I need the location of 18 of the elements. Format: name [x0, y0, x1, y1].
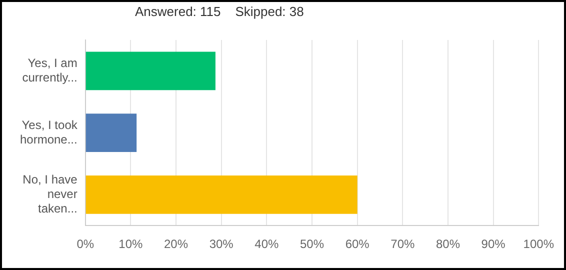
- y-tick-label: Yes, I took hormone...: [20, 118, 78, 146]
- x-tick-label: 50%: [300, 237, 324, 252]
- y-tick-label: No, I have never taken...: [22, 172, 78, 216]
- x-tick-label: 100%: [523, 237, 554, 252]
- x-tick-label: 70%: [390, 237, 415, 252]
- bar: [86, 175, 358, 214]
- x-tick-label: 10%: [118, 237, 144, 252]
- x-tick-label: 30%: [209, 237, 234, 252]
- x-tick-label: 60%: [345, 237, 370, 252]
- x-tick-label: 90%: [481, 237, 506, 252]
- chart-subtitle: Answered: 115 Skipped: 38: [135, 4, 304, 19]
- y-tick-label: Yes, I am currently...: [22, 56, 78, 84]
- bar: [86, 52, 216, 90]
- bar: [86, 114, 137, 152]
- x-tick-label: 0%: [76, 237, 94, 252]
- x-tick-label: 20%: [164, 237, 188, 252]
- x-tick-label: 40%: [254, 237, 280, 252]
- x-tick-label: 80%: [436, 237, 460, 252]
